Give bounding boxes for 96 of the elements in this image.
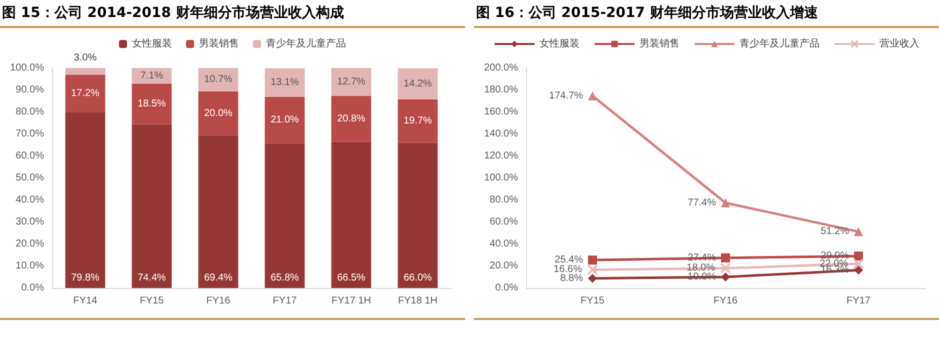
bar [132,124,172,288]
point [854,252,863,261]
y-tick-label: 160.0% [484,106,518,118]
chart-title: 图 16：公司 2015-2017 财年细分市场营业收入增速 [474,0,939,28]
data-label: 10.0% [688,272,716,282]
data-label: 13.1% [270,77,300,88]
data-label: 19.7% [404,116,432,127]
data-label: 14.2% [404,78,432,90]
data-label: 17.2% [71,88,100,100]
bar [398,99,438,143]
bar [65,74,106,112]
y-tick-label: 80.0% [16,106,44,118]
y-tick-label: 140.0% [484,128,518,140]
bar [264,68,305,98]
legend-label: 女性服装 [540,38,580,50]
data-label: 79.8% [71,272,100,284]
data-label: 25.4% [554,254,584,266]
bar [65,112,106,288]
data-label: 69.4% [204,272,233,284]
bar [65,68,106,75]
bar [198,91,238,136]
y-tick-label: 0.0% [21,282,44,294]
y-tick-label: 100.0% [10,62,44,74]
point [587,264,598,276]
data-label: 7.1% [140,70,164,82]
x-tick-label: FY17 [272,296,298,306]
data-label: 174.7% [549,90,584,102]
x-tick-label: FY14 [73,296,98,306]
y-tick-label: 90.0% [16,84,44,96]
x-tick-label: FY16 [714,296,738,306]
data-label: 66.0% [404,272,432,284]
legend-label: 男装销售 [640,38,680,50]
legend-label: 青少年及儿童产品 [740,38,820,50]
bar [132,84,172,124]
bar [398,142,438,288]
point [588,256,597,265]
bar [198,68,238,92]
legend-label: 青少年及儿童产品 [266,38,346,50]
data-label: 65.8% [270,272,300,284]
point [854,266,863,275]
point [720,262,731,274]
y-tick-label: 70.0% [16,128,44,140]
bar [331,68,372,96]
y-tick-label: 40.0% [490,238,518,250]
data-label: 8.8% [560,272,584,284]
y-tick-label: 30.0% [16,216,44,228]
legend-label: 女性服装 [132,38,172,50]
data-label: 18.0% [686,262,716,274]
x-tick-label: FY17 [846,296,871,306]
point [721,198,730,208]
y-tick-label: 40.0% [16,194,44,206]
bar [331,96,372,142]
point [721,253,730,262]
point [853,258,864,270]
point [588,274,597,283]
data-label: 21.0% [270,114,300,126]
x-tick-label: FY16 [206,296,231,306]
data-label: 20.8% [337,113,366,124]
data-label: 10.7% [204,74,233,86]
data-label: 27.4% [688,252,716,264]
chart-title: 图 15：公司 2014-2018 财年细分市场营业收入构成 [0,0,465,28]
y-tick-label: 50.0% [16,172,44,184]
y-tick-label: 120.0% [484,150,518,162]
y-tick-label: 80.0% [490,194,518,206]
data-label: 3.0% [74,52,97,64]
bar [398,68,438,100]
y-tick-label: 0.0% [495,282,518,294]
y-tick-label: 60.0% [16,150,44,162]
bar [264,143,305,288]
data-label: 66.5% [337,272,366,284]
point [721,272,730,282]
data-label: 16.6% [554,264,582,276]
bar [264,97,305,144]
data-label: 12.7% [337,76,366,88]
bar [198,135,238,288]
y-tick-label: 20.0% [490,260,518,272]
legend-label: 男装销售 [199,38,239,50]
data-label: 77.4% [688,197,716,208]
legend-label: 营业收入 [880,38,920,50]
point [854,227,863,236]
y-tick-label: 20.0% [16,238,44,250]
x-tick-label: FY17 1H [332,296,371,306]
x-tick-label: FY18 1H [398,296,438,306]
point [588,91,597,100]
y-tick-label: 200.0% [484,62,518,74]
data-label: 51.2% [820,226,850,238]
bar [331,142,372,288]
x-tick-label: FY15 [140,296,164,306]
x-tick-label: FY15 [580,296,605,306]
data-label: 74.4% [138,272,166,284]
y-tick-label: 10.0% [16,260,44,272]
y-tick-label: 100.0% [484,172,518,184]
y-tick-label: 180.0% [484,84,518,96]
data-label: 20.0% [204,108,233,119]
y-tick-label: 60.0% [490,216,518,228]
data-label: 18.5% [138,98,166,110]
